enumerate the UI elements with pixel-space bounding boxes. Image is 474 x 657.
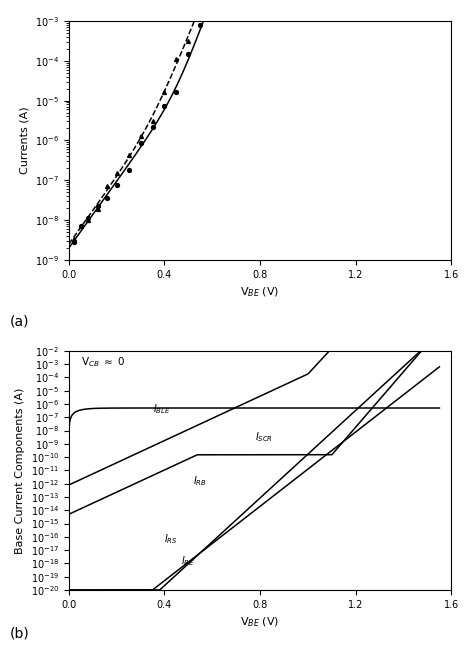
Text: $I_{RS}$: $I_{RS}$ [164, 533, 178, 547]
Text: (b): (b) [9, 626, 29, 641]
Text: $I_{RE}$: $I_{RE}$ [181, 554, 195, 568]
Y-axis label: Base Current Components (A): Base Current Components (A) [15, 387, 25, 554]
Text: $I_{BLE}$: $I_{BLE}$ [153, 403, 170, 417]
Text: (a): (a) [9, 314, 29, 328]
Text: $I_{SCR}$: $I_{SCR}$ [255, 430, 273, 444]
Y-axis label: Currents (A): Currents (A) [19, 106, 29, 174]
X-axis label: V$_{BE}$ (V): V$_{BE}$ (V) [240, 285, 280, 299]
Text: V$_{CB}$ $\approx$ 0: V$_{CB}$ $\approx$ 0 [81, 355, 126, 369]
X-axis label: V$_{BE}$ (V): V$_{BE}$ (V) [240, 615, 280, 629]
Text: $I_{RB}$: $I_{RB}$ [193, 474, 207, 488]
